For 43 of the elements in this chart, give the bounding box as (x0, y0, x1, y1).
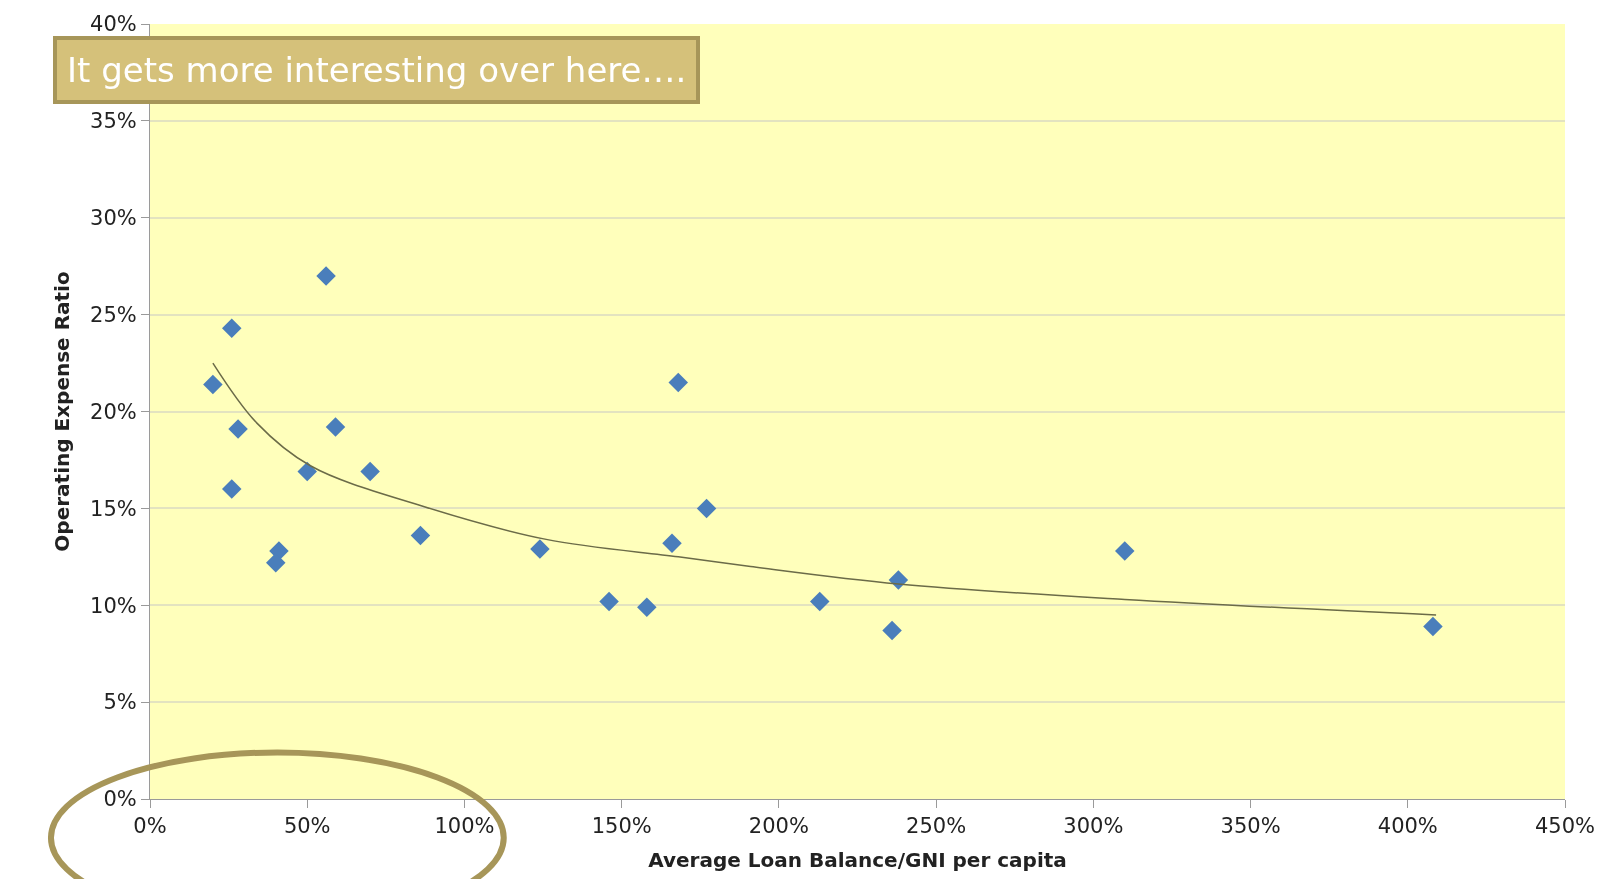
y-tick-label: 10% (90, 593, 137, 618)
x-tick-label: 450% (1534, 814, 1596, 839)
point (297, 461, 317, 482)
y-tick-label: 0% (103, 787, 137, 812)
y-tick-label: 40% (90, 12, 137, 37)
y-tick-label: 20% (90, 399, 137, 424)
point (266, 552, 286, 573)
x-tick-label: 100% (434, 814, 495, 839)
x-tick-label: 300% (1063, 814, 1124, 839)
y-tick-label: 25% (90, 302, 137, 327)
point (882, 620, 902, 641)
point (530, 539, 550, 559)
x-tick-label: 250% (906, 814, 967, 839)
point (637, 597, 657, 617)
x-tick-label: 200% (748, 814, 809, 839)
point (599, 591, 619, 612)
point (228, 419, 248, 439)
y-axis-title: Operating Expense Ratio (49, 271, 74, 552)
x-tick-label: 50% (283, 814, 331, 839)
y-tick-label: 30% (90, 206, 137, 231)
point (1423, 616, 1443, 637)
x-tick-label: 150% (591, 814, 652, 839)
point (203, 374, 223, 395)
x-axis-title: Average Loan Balance/GNI per capita (648, 847, 1067, 872)
point (316, 266, 336, 286)
point (696, 498, 717, 519)
y-tick-label: 5% (103, 690, 137, 715)
x-tick-label: 350% (1220, 814, 1281, 839)
point (325, 417, 346, 437)
point (888, 570, 909, 590)
point (662, 533, 682, 553)
point (222, 479, 242, 499)
annotation: It gets more interesting over here…. (67, 50, 687, 90)
y-tick-label: 15% (90, 496, 137, 521)
point (1115, 541, 1135, 561)
point (668, 372, 689, 393)
point (222, 318, 242, 338)
x-tick-label: 400% (1377, 814, 1438, 839)
point (410, 525, 431, 546)
point (360, 461, 380, 482)
x-tick-label: 0% (133, 814, 167, 839)
point (810, 591, 830, 612)
y-tick-label: 35% (90, 109, 137, 134)
